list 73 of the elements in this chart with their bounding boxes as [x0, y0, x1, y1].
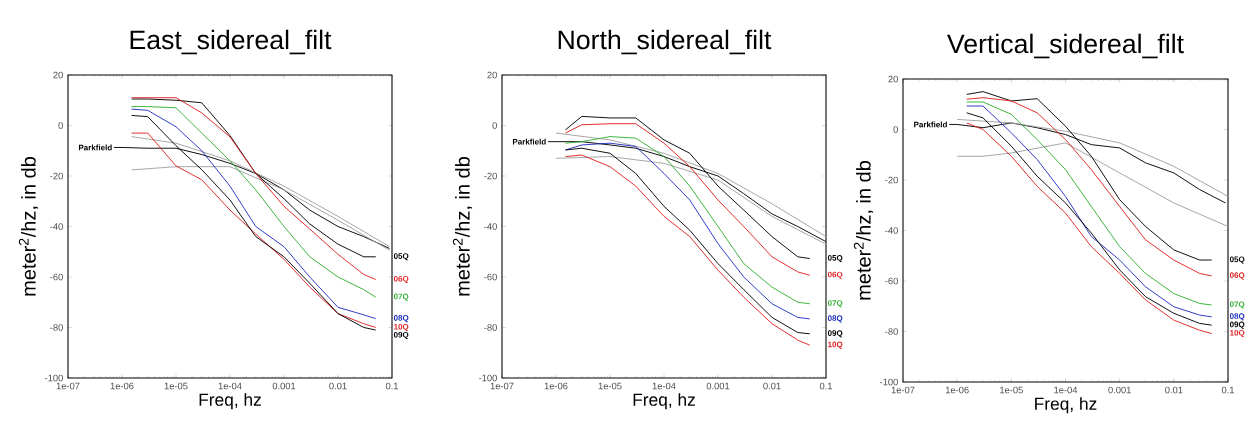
- annotation: Parkfield: [78, 144, 112, 151]
- x-tick-label: 1e-06: [110, 382, 134, 390]
- x-tick-label: 1e-06: [544, 382, 568, 390]
- x-tick-label: 1e-07: [490, 382, 514, 390]
- text: 08Q: [1229, 313, 1245, 321]
- text: 09Q: [827, 330, 843, 338]
- x-axis-title: Freq, hz: [199, 393, 261, 410]
- x-tick-label: 1e-07: [56, 382, 80, 390]
- y-tick-label: -100: [479, 374, 497, 382]
- y-tick-label: 20: [53, 71, 63, 79]
- text: 05Q: [393, 253, 409, 261]
- y-axis-title: meter$^{2}$/hz, in db: [853, 160, 874, 300]
- y-tick-label: -60: [484, 273, 497, 281]
- y-tick-label: 0: [893, 126, 898, 133]
- y-tick-label: -60: [885, 277, 898, 285]
- text: 06Q: [393, 275, 409, 284]
- text: 10Q: [394, 323, 409, 332]
- x-axis-title: Freq, hz: [1035, 397, 1097, 414]
- chart-title: East_sidereal_filt: [130, 29, 332, 55]
- y-tick-label: -20: [50, 172, 63, 180]
- y-tick-label: -40: [484, 223, 497, 230]
- text: 05Q: [827, 254, 843, 263]
- x-tick-label: 1e-04: [1054, 386, 1078, 394]
- y-tick-label: -60: [50, 273, 63, 281]
- text: 10Q: [828, 341, 843, 349]
- text: 08Q: [393, 315, 409, 323]
- x-tick-label: 0.001: [272, 382, 296, 390]
- y-tick-label: 20: [888, 75, 898, 83]
- y-tick-label: -80: [50, 324, 63, 331]
- y-tick-label: -100: [45, 374, 63, 382]
- text: 07Q: [1229, 301, 1245, 309]
- x-tick-label: 0.001: [1108, 386, 1131, 394]
- y-tick-label: -20: [484, 172, 497, 180]
- x-tick-label: 1e-05: [598, 382, 622, 390]
- x-tick-label: 0.001: [706, 382, 730, 390]
- y-tick-label: -20: [885, 176, 898, 184]
- line-series: [555, 156, 827, 245]
- text: 05Q: [1229, 256, 1245, 264]
- chart-title: North_sidereal_filt: [558, 29, 772, 55]
- text: 07Q: [393, 293, 409, 301]
- y-axis-title: meter$^{2}$/hz, in db: [18, 156, 39, 296]
- text: 08Q: [827, 315, 843, 323]
- y-tick-label: 20: [487, 71, 497, 79]
- x-tick-label: 1e-05: [1000, 386, 1023, 394]
- x-tick-label: 1e-04: [652, 382, 676, 390]
- y-tick-label: -80: [484, 324, 497, 331]
- y-axis-title: meter$^{2}$/hz, in db: [452, 156, 473, 296]
- y-tick-label: -80: [885, 328, 898, 335]
- text: 07Q: [827, 300, 843, 308]
- x-tick-label: 1e-04: [218, 382, 242, 390]
- x-axis-title: Freq, hz: [633, 393, 695, 410]
- x-tick-label: 1e-07: [891, 386, 915, 394]
- x-tick-label: 0.1: [385, 382, 399, 390]
- x-tick-label: 0.01: [763, 382, 781, 390]
- y-tick-label: -100: [880, 378, 898, 386]
- chart-title: Vertical_sidereal_filt: [947, 33, 1184, 59]
- text: 10Q: [1230, 329, 1245, 338]
- text: 06Q: [1229, 272, 1245, 280]
- text: 09Q: [393, 331, 409, 340]
- x-tick-label: 0.1: [819, 382, 833, 390]
- y-tick-label: -40: [50, 223, 63, 230]
- x-tick-label: 1e-05: [164, 382, 188, 390]
- annotation: Parkfield: [914, 121, 947, 128]
- annotation: Parkfield: [512, 138, 546, 145]
- text: 09Q: [1229, 321, 1245, 329]
- x-tick-label: 0.01: [329, 382, 347, 390]
- y-tick-label: 0: [492, 122, 497, 129]
- text: 06Q: [827, 271, 843, 279]
- y-tick-label: -40: [885, 227, 898, 234]
- x-tick-label: 1e-06: [945, 386, 969, 394]
- x-tick-label: 0.1: [1221, 386, 1235, 394]
- x-tick-label: 0.01: [1165, 386, 1183, 394]
- y-tick-label: 0: [58, 122, 63, 129]
